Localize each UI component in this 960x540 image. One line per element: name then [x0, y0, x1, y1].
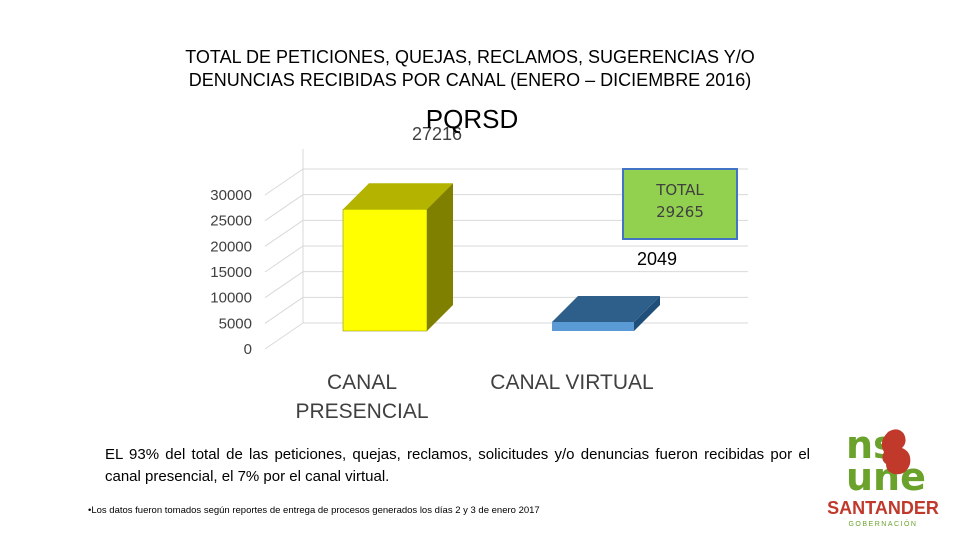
y-tick-label: 20000	[210, 238, 252, 255]
gridline-depth	[264, 296, 304, 324]
y-tick-label: 30000	[210, 187, 252, 204]
bar-top	[552, 296, 660, 322]
title-line-1: TOTAL DE PETICIONES, QUEJAS, RECLAMOS, S…	[185, 47, 755, 67]
total-value: 29265	[656, 203, 704, 221]
footnote: •Los datos fueron tomados según reportes…	[88, 505, 540, 516]
bar-chart: 0 5000 10000 15000 20000 25000 30000 27216 2049 P…	[210, 104, 748, 423]
y-tick-label: 10000	[210, 290, 252, 307]
y-tick-label: 25000	[210, 213, 252, 230]
logo-figure	[881, 429, 911, 475]
category-label: CANAL VIRTUAL	[490, 371, 653, 394]
bar-side	[427, 183, 453, 331]
data-label: 2049	[637, 249, 677, 269]
gridline-depth	[264, 322, 304, 350]
gridline-depth	[264, 168, 304, 196]
bar-side	[634, 296, 660, 331]
title-line-2: DENUNCIAS RECIBIDAS POR CANAL (ENERO – D…	[188, 70, 752, 90]
gridline-depth	[264, 219, 304, 247]
y-tick-label: 5000	[219, 315, 252, 332]
total-label: TOTAL	[656, 181, 704, 199]
gridline-depth	[264, 245, 304, 273]
total-box: TOTAL 29265	[622, 168, 738, 240]
y-tick-label: 0	[244, 341, 252, 358]
gridline-depth	[264, 271, 304, 299]
y-tick-label: 15000	[210, 264, 252, 281]
chart-title: PQRSD	[426, 104, 518, 134]
summary-note: EL 93% del total de las peticiones, quej…	[105, 446, 810, 485]
bar-front	[342, 209, 428, 332]
page-title: TOTAL DE PETICIONES, QUEJAS, RECLAMOS, S…	[20, 46, 920, 92]
santander-logo: ns une SANTANDER GOBERNACIÓN	[827, 423, 939, 528]
category-label: PRESENCIAL	[295, 400, 428, 423]
data-label: 27216	[412, 124, 462, 144]
category-label: CANAL	[327, 371, 397, 394]
gridline-depth	[264, 194, 304, 222]
bar-top	[343, 183, 453, 210]
logo-brand: SANTANDER	[827, 498, 939, 518]
bar-front	[552, 322, 634, 331]
logo-sub: GOBERNACIÓN	[848, 519, 917, 528]
